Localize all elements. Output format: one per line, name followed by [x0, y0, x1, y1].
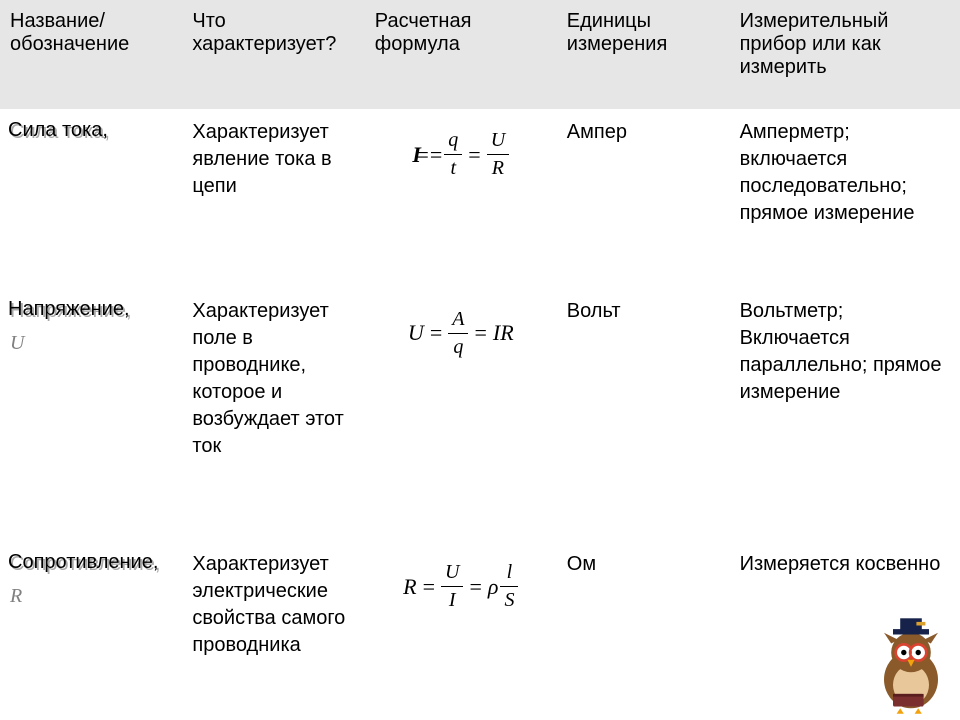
col-header-0: Название/ обозначение [0, 0, 182, 109]
cell-name: Сопротивление,Сопротивление,R [0, 541, 182, 720]
physics-table-slide: Название/ обозначениеЧто характеризует?Р… [0, 0, 960, 720]
col-header-1: Что характеризует? [182, 0, 364, 109]
cell-describes: Характеризует явление тока в цепи [182, 109, 364, 288]
cell-name: Сила тока,Сила тока, [0, 109, 182, 288]
table-row: Сопротивление,Сопротивление,RХарактеризу… [0, 541, 960, 720]
owl-mascot-icon [866, 616, 956, 716]
cell-describes: Характеризует электрические свойства сам… [182, 541, 364, 720]
col-header-3: Единицы измерения [557, 0, 730, 109]
cell-unit: Ом [557, 541, 730, 720]
table-row: Сила тока,Сила тока,Характеризует явлени… [0, 109, 960, 288]
cell-name: Напряжение,Напряжение,U [0, 288, 182, 542]
name-main-text: Сила тока, [8, 119, 108, 141]
cell-formula: I==qt=UR [365, 109, 557, 288]
table-header-row: Название/ обозначениеЧто характеризует?Р… [0, 0, 960, 109]
physics-table: Название/ обозначениеЧто характеризует?Р… [0, 0, 960, 720]
cell-unit: Вольт [557, 288, 730, 542]
cell-describes: Характеризует поле в проводнике, которое… [182, 288, 364, 542]
cell-formula: R=UI=ρlS [365, 541, 557, 720]
name-symbol: R [10, 583, 172, 610]
col-header-2: Расчетная формула [365, 0, 557, 109]
col-header-4: Измерительный прибор или как измерить [730, 0, 960, 109]
cell-formula: U=Aq=IR [365, 288, 557, 542]
table-row: Напряжение,Напряжение,UХарактеризует пол… [0, 288, 960, 542]
name-main-text: Напряжение, [8, 298, 130, 320]
name-symbol: U [10, 330, 172, 357]
name-main-text: Сопротивление, [8, 551, 158, 573]
cell-device: Вольтметр; Включается параллельно; прямо… [730, 288, 960, 542]
cell-device: Амперметр; включается последовательно; п… [730, 109, 960, 288]
cell-unit: Ампер [557, 109, 730, 288]
